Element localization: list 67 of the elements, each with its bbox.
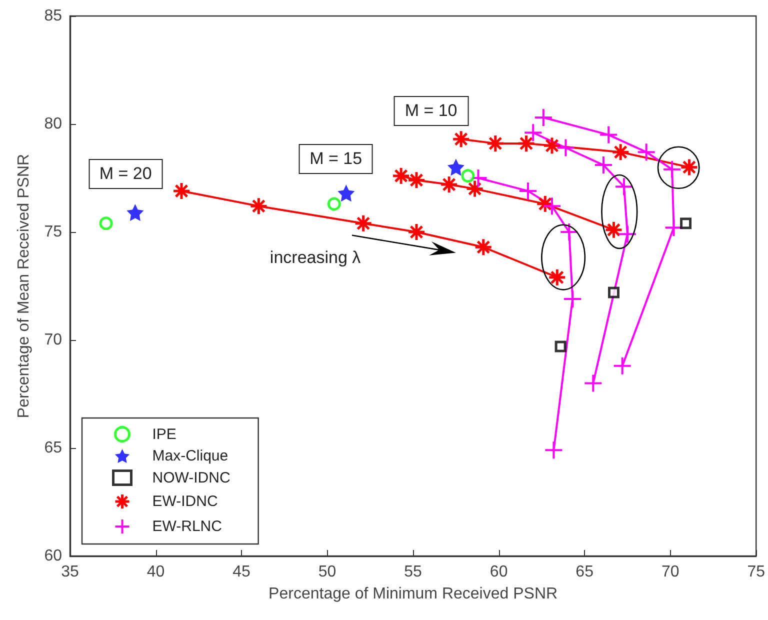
point <box>542 196 562 216</box>
point <box>518 181 538 200</box>
x-tick-label: 40 <box>146 564 165 580</box>
point <box>126 204 144 222</box>
y-tick-label: 75 <box>44 224 62 240</box>
point <box>556 138 576 158</box>
x-tick-label: 50 <box>318 564 336 580</box>
point <box>447 158 464 176</box>
point <box>452 130 470 148</box>
point <box>612 356 632 376</box>
y-tick-label: 85 <box>44 8 62 24</box>
point <box>407 222 426 242</box>
point <box>534 108 553 128</box>
annotation: M = 10 <box>394 96 468 126</box>
point <box>608 286 620 298</box>
point <box>611 142 630 162</box>
point <box>524 123 543 142</box>
point <box>560 222 579 242</box>
legend-label: Max-Clique <box>152 448 228 464</box>
point <box>461 169 475 183</box>
point <box>517 134 536 153</box>
y-tick-label: 65 <box>44 440 62 456</box>
point <box>474 238 493 256</box>
point <box>636 142 656 162</box>
x-tick-label: 65 <box>576 564 594 580</box>
x-tick-label: 55 <box>404 564 422 580</box>
legend-label: NOW-IDNC <box>152 469 230 486</box>
point <box>594 156 613 175</box>
point <box>563 289 582 308</box>
point <box>407 170 426 190</box>
point <box>542 136 562 155</box>
point <box>392 166 410 186</box>
point <box>249 196 268 216</box>
annotation: M = 20 <box>88 159 163 190</box>
x-tick-label: 60 <box>490 564 508 580</box>
point <box>544 440 564 460</box>
point <box>554 340 566 352</box>
point <box>618 224 637 244</box>
x-tick-label: 75 <box>747 564 766 580</box>
annotation: M = 15 <box>298 144 374 174</box>
point <box>486 134 505 153</box>
legend-label: EW-RLNC <box>152 518 222 535</box>
x-tick-label: 70 <box>661 564 680 580</box>
point <box>440 175 458 194</box>
point <box>614 177 634 196</box>
point <box>680 218 692 230</box>
point <box>354 214 373 233</box>
point <box>584 374 603 393</box>
point <box>338 184 355 202</box>
x-axis-title: Percentage of Minimum Received PSNR <box>268 586 558 602</box>
point <box>466 180 484 198</box>
point <box>680 158 698 176</box>
point <box>99 216 113 230</box>
y-axis-title: Percentage of Mean Received PSNR <box>16 154 32 418</box>
legend-label: EW-IDNC <box>152 493 218 510</box>
annotation: increasing λ <box>270 248 361 268</box>
y-tick-label: 80 <box>44 116 62 132</box>
y-tick-label: 60 <box>44 548 62 564</box>
point <box>599 125 618 144</box>
x-tick-label: 45 <box>232 564 251 580</box>
point <box>548 268 566 287</box>
point <box>327 197 341 211</box>
point <box>172 182 191 200</box>
legend-label: IPE <box>152 426 176 443</box>
x-tick-label: 35 <box>61 564 79 580</box>
y-tick-label: 70 <box>44 332 62 348</box>
point <box>604 220 623 240</box>
